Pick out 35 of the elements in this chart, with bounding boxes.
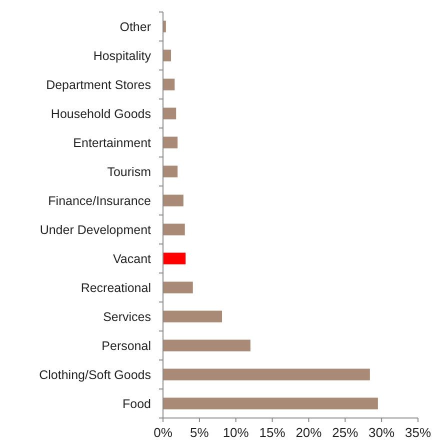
y-tick-label: Vacant [113, 252, 152, 266]
x-tick-label: 10% [222, 425, 250, 440]
y-tick-label: Department Stores [46, 78, 151, 92]
bar [163, 108, 176, 120]
y-tick-label: Under Development [40, 222, 152, 237]
x-tick-label: 0% [154, 425, 173, 440]
bar [163, 368, 370, 380]
bar [163, 166, 178, 178]
y-tick-label: Recreational [80, 280, 151, 295]
y-tick-label: Personal [102, 338, 151, 353]
y-tick-label: Food [122, 396, 152, 411]
y-tick-label: Entertainment [73, 136, 152, 150]
y-tick-label: Clothing/Soft Goods [39, 368, 151, 382]
y-tick-label: Tourism [107, 164, 151, 179]
bar [163, 340, 250, 352]
x-tick-label: 30% [368, 425, 396, 440]
bar [163, 252, 186, 264]
bar [163, 136, 178, 148]
x-tick-label: 15% [259, 425, 286, 440]
bar [163, 50, 172, 62]
y-tick-label: Other [120, 20, 151, 34]
bar [163, 310, 222, 322]
y-tick-label: Hospitality [93, 48, 152, 63]
y-tick-label: Finance/Insurance [48, 194, 152, 208]
bar [163, 78, 175, 90]
y-tick-label: Services [103, 310, 151, 324]
x-tick-label: 5% [190, 425, 210, 440]
bar [163, 398, 378, 410]
x-tick-label: 35% [404, 425, 432, 440]
x-tick-label: 25% [332, 425, 359, 440]
bar [163, 194, 184, 206]
x-tick-label: 20% [296, 425, 322, 440]
y-tick-label: Household Goods [50, 106, 151, 121]
bar [163, 282, 193, 294]
bar [163, 224, 185, 236]
